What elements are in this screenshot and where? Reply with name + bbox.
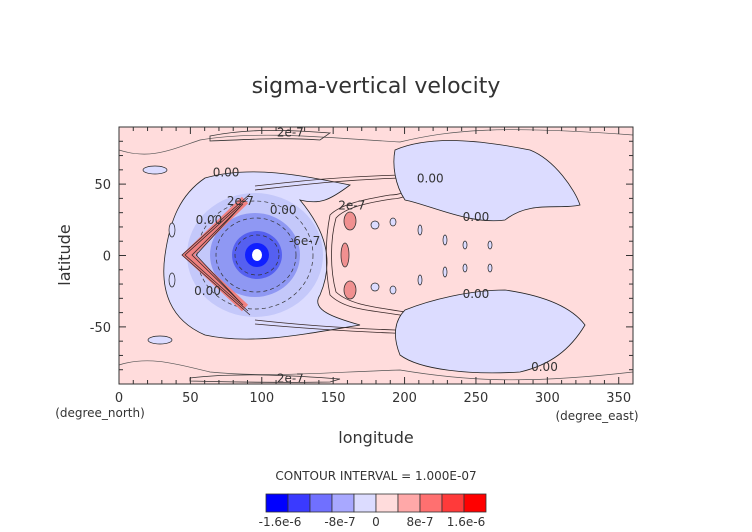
y-tick-label: 0: [103, 250, 111, 265]
colorbar-bin: [441, 493, 465, 513]
y-unit-label: (degree_north): [55, 406, 145, 420]
colorbar: [265, 493, 487, 513]
negative-region: [393, 140, 581, 222]
colorbar-bin: [463, 493, 487, 513]
x-tick-label: 50: [182, 391, 199, 406]
x-tick-label: 350: [606, 391, 631, 406]
contour-label: 2e-7: [277, 126, 304, 140]
colorbar-tick-label: -8e-7: [324, 515, 355, 529]
x-tick-label: 250: [464, 391, 489, 406]
negative-region: [395, 289, 586, 374]
x-tick-label: 0: [115, 391, 123, 406]
contour-label: 0.00: [213, 166, 240, 180]
colorbar-bin: [397, 493, 421, 513]
contour-label: 2e-7: [338, 199, 365, 213]
x-tick-label: 300: [535, 391, 560, 406]
positive-spot: [343, 211, 357, 231]
colorbar-tick-label: -1.6e-6: [259, 515, 302, 529]
positive-spot: [340, 242, 350, 268]
contour-line: [119, 360, 633, 381]
x-tick-label: 100: [249, 391, 274, 406]
colorbar-bin: [353, 493, 377, 513]
colorbar-bin: [331, 493, 355, 513]
colorbar-tick-label: 0: [372, 515, 380, 529]
colorbar-bin: [309, 493, 333, 513]
positive-spot: [343, 280, 357, 300]
x-axis-label: longitude: [338, 428, 413, 447]
colorbar-bin: [287, 493, 311, 513]
y-tick-label: -50: [90, 321, 111, 336]
contour-line: [209, 129, 332, 142]
chart-title: sigma-vertical velocity: [252, 74, 501, 99]
contour-label: 0.00: [270, 203, 297, 217]
contour-label: 0.00: [531, 360, 558, 374]
plot-area: [119, 127, 633, 384]
contour-line: [189, 374, 341, 383]
contour-label: 0.00: [463, 210, 490, 224]
contour-label: 0.00: [417, 171, 444, 185]
contour-label: -6e-7: [289, 234, 320, 248]
contour-line: [119, 129, 633, 155]
contour-label: 2e-7: [227, 194, 254, 208]
colorbar-bin: [375, 493, 399, 513]
y-tick-label: 50: [94, 178, 111, 193]
x-tick-label: 150: [321, 391, 346, 406]
minimum-core: [252, 249, 262, 261]
colorbar-bin: [419, 493, 443, 513]
contour-label: 0.00: [196, 213, 223, 227]
colorbar-bin: [265, 493, 289, 513]
contour-label: 0.00: [463, 287, 490, 301]
small-negative-cells: [142, 165, 493, 345]
colorbar-tick-labels: -1.6e-6 -8e-7 0 8e-7 1.6e-6: [259, 515, 486, 529]
x-tick-label: 200: [392, 391, 417, 406]
colorbar-tick-label: 8e-7: [407, 515, 434, 529]
contour-label: 0.00: [194, 284, 221, 298]
y-axis-label: latitude: [55, 224, 74, 285]
contour-label: 2e-7: [277, 371, 304, 385]
colorbar-tick-label: 1.6e-6: [447, 515, 485, 529]
x-unit-label: (degree_east): [555, 409, 638, 423]
contour-interval: CONTOUR INTERVAL = 1.000E-07: [275, 469, 476, 483]
